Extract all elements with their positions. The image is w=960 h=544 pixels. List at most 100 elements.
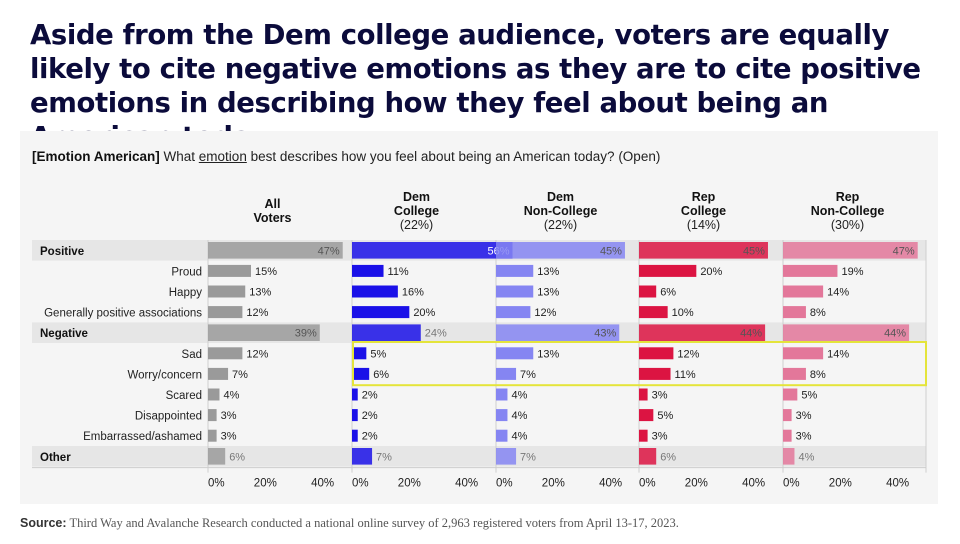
value-label-happy-rep-college: 6% [660, 287, 676, 299]
bar-scared-dem-non-college [496, 388, 508, 401]
group-header-dem-college-line-0: Dem [403, 190, 430, 204]
value-label-negative-rep-non-college: 44% [884, 328, 906, 340]
value-label-scared-rep-non-college: 5% [801, 390, 817, 402]
value-label-happy-all-voters: 13% [249, 287, 271, 299]
value-label-negative-all-voters: 39% [295, 328, 317, 340]
bar-negative-rep-non-college [783, 324, 910, 341]
category-band-other [32, 446, 926, 467]
group-header-dem-non-college-line-1: Non-College [524, 204, 598, 218]
bar-worry-concern-rep-college [639, 367, 671, 380]
bar-disappointed-rep-non-college [783, 409, 792, 422]
value-label-scared-all-voters: 4% [223, 390, 239, 402]
bar-disappointed-all-voters [208, 409, 217, 422]
value-label-sad-dem-college: 5% [370, 348, 386, 360]
value-label-generally-positive-associations-all-voters: 12% [246, 307, 268, 319]
bar-embarrassed-ashamed-dem-college [352, 429, 358, 442]
row-label-embarrassed-ashamed: Embarrassed/ashamed [83, 431, 202, 443]
x-tick-rep-non-college-2: 40% [886, 478, 909, 490]
bar-generally-positive-associations-all-voters [208, 306, 243, 319]
value-label-positive-all-voters: 47% [318, 245, 340, 257]
value-label-sad-rep-non-college: 14% [827, 348, 849, 360]
x-tick-dem-college-0: 0% [352, 478, 369, 490]
value-label-disappointed-rep-non-college: 3% [796, 410, 812, 422]
bar-generally-positive-associations-dem-college [352, 306, 410, 319]
value-label-proud-all-voters: 15% [255, 266, 277, 278]
bar-scared-all-voters [208, 388, 220, 401]
value-label-generally-positive-associations-dem-non-college: 12% [534, 307, 556, 319]
question-post: best describes how you feel about being … [246, 149, 661, 164]
value-label-disappointed-dem-college: 2% [362, 410, 378, 422]
bar-positive-dem-non-college [496, 242, 625, 259]
bar-sad-dem-non-college [496, 347, 534, 360]
x-tick-rep-non-college-0: 0% [783, 478, 800, 490]
group-share-rep-non-college: (30%) [831, 218, 864, 232]
bar-generally-positive-associations-rep-non-college [783, 306, 806, 319]
value-label-generally-positive-associations-dem-college: 20% [413, 307, 435, 319]
headline: Aside from the Dem college audience, vot… [30, 19, 921, 153]
value-label-embarrassed-ashamed-rep-non-college: 3% [796, 431, 812, 443]
value-label-other-dem-non-college: 7% [520, 451, 536, 463]
row-label-sad: Sad [182, 349, 202, 361]
value-label-other-rep-non-college: 4% [798, 451, 814, 463]
value-label-scared-dem-college: 2% [362, 390, 378, 402]
row-label-other: Other [40, 452, 71, 464]
value-label-happy-dem-college: 16% [402, 287, 424, 299]
bar-disappointed-dem-non-college [496, 409, 508, 422]
value-label-proud-rep-non-college: 19% [841, 266, 863, 278]
value-label-proud-dem-college: 11% [388, 266, 409, 278]
x-tick-dem-college-1: 20% [398, 478, 421, 490]
row-label-generally-positive-associations: Generally positive associations [44, 308, 202, 320]
bar-other-rep-college [639, 448, 657, 465]
x-tick-rep-college-1: 20% [685, 478, 708, 490]
x-tick-rep-non-college-1: 20% [829, 478, 852, 490]
value-label-scared-rep-college: 3% [652, 390, 668, 402]
bar-positive-dem-college [352, 242, 513, 259]
value-label-embarrassed-ashamed-rep-college: 3% [652, 431, 668, 443]
bar-other-dem-college [352, 448, 373, 465]
value-label-disappointed-dem-non-college: 4% [511, 410, 527, 422]
group-header-all-voters-line-0: All [265, 197, 281, 211]
value-label-worry-concern-rep-college: 11% [675, 369, 696, 381]
source-text: Third Way and Avalanche Research conduct… [69, 516, 679, 530]
value-label-disappointed-all-voters: 3% [221, 410, 237, 422]
group-share-rep-college: (14%) [687, 218, 720, 232]
bar-negative-dem-non-college [496, 324, 620, 341]
row-label-positive: Positive [40, 246, 84, 258]
value-label-worry-concern-rep-non-college: 8% [810, 369, 826, 381]
question-tag: [Emotion American] [32, 149, 160, 164]
bar-happy-rep-college [639, 285, 657, 298]
group-header-dem-college-line-1: College [394, 204, 439, 218]
question-pre: What [163, 149, 199, 164]
bar-proud-dem-college [352, 264, 384, 277]
bar-sad-rep-non-college [783, 347, 824, 360]
bar-embarrassed-ashamed-dem-non-college [496, 429, 508, 442]
value-label-generally-positive-associations-rep-non-college: 8% [810, 307, 826, 319]
bar-negative-all-voters [208, 324, 320, 341]
question-text: [Emotion American] What emotion best des… [32, 149, 660, 164]
x-tick-dem-non-college-2: 40% [599, 478, 622, 490]
value-label-embarrassed-ashamed-dem-college: 2% [362, 431, 378, 443]
value-label-sad-all-voters: 12% [246, 348, 268, 360]
bar-sad-all-voters [208, 347, 243, 360]
row-label-negative: Negative [40, 328, 88, 340]
group-header-rep-college-line-1: College [681, 204, 726, 218]
bar-positive-all-voters [208, 242, 343, 259]
highlight-box [352, 341, 927, 387]
bar-other-rep-non-college [783, 448, 795, 465]
bar-proud-rep-non-college [783, 264, 838, 277]
x-tick-all-voters-1: 20% [254, 478, 277, 490]
question-keyword: emotion [198, 149, 247, 164]
value-label-positive-rep-non-college: 47% [893, 245, 915, 257]
bar-worry-concern-all-voters [208, 367, 229, 380]
bar-disappointed-rep-college [639, 409, 654, 422]
bar-positive-rep-college [639, 242, 768, 259]
value-label-positive-dem-non-college: 45% [600, 245, 622, 257]
bar-worry-concern-rep-non-college [783, 367, 806, 380]
value-label-proud-rep-college: 20% [700, 266, 722, 278]
value-label-positive-rep-college: 45% [743, 245, 765, 257]
bar-other-dem-non-college [496, 448, 517, 465]
bar-embarrassed-ashamed-rep-non-college [783, 429, 792, 442]
value-label-other-dem-college: 7% [376, 451, 392, 463]
bar-happy-all-voters [208, 285, 246, 298]
